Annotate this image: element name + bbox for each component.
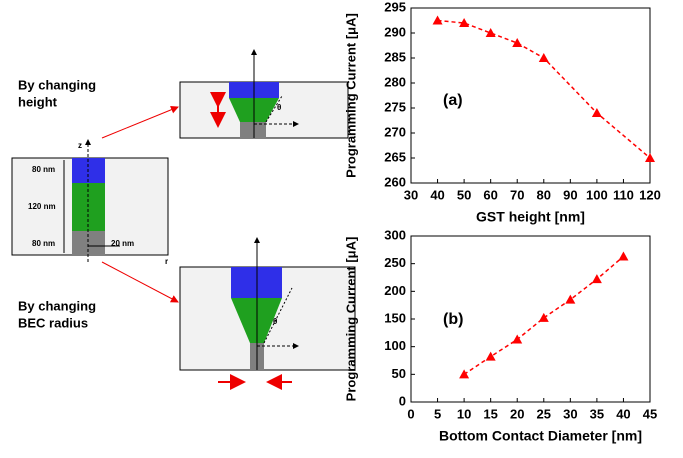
x-tick-label: 120: [639, 187, 661, 202]
point: [459, 18, 470, 27]
x-tick-label: 100: [586, 187, 608, 202]
x-tick-label: 80: [537, 187, 551, 202]
y-tick-label: 300: [384, 227, 406, 242]
x-tick-label: 60: [483, 187, 497, 202]
x-axis-label: GST height [nm]: [476, 209, 585, 225]
point: [565, 294, 576, 304]
dim: 80 nm: [32, 239, 55, 248]
chart: 260 265 270 275 280 285 290 295 30 40 50 60 70 80 90 10…: [343, 0, 660, 225]
dim: 120 nm: [28, 202, 56, 211]
theta: θ: [277, 103, 281, 112]
x-tick-label: 30: [404, 187, 418, 202]
x-tick-label: 50: [457, 187, 471, 202]
slope: [265, 95, 283, 123]
y-axis-label: Programming Current [μA]: [343, 13, 358, 178]
y-tick-label: 285: [384, 49, 406, 64]
x-tick-label: 10: [457, 406, 471, 421]
bec: [240, 122, 266, 138]
x-tick-label: 30: [563, 406, 577, 421]
x-tick-label: 45: [643, 406, 657, 421]
point: [459, 369, 470, 379]
point: [432, 15, 443, 25]
label: By changing: [18, 77, 96, 92]
x-tick-label: 40: [616, 406, 630, 421]
x-tick-label: 20: [510, 406, 524, 421]
annotation: (b): [443, 311, 463, 328]
axis: z: [78, 141, 82, 150]
plot-frame: [410, 7, 651, 184]
y-tick-label: 290: [384, 24, 406, 39]
axis: r: [165, 257, 168, 266]
point: [591, 274, 602, 284]
y-tick-label: 270: [384, 124, 406, 139]
y-tick-label: 200: [384, 283, 406, 298]
x-tick-label: 25: [537, 406, 551, 421]
point: [645, 153, 655, 162]
label: height: [18, 94, 58, 109]
x-tick-label: 40: [430, 187, 444, 202]
line: [437, 19, 651, 159]
y-tick-label: 260: [384, 174, 406, 189]
y-tick-label: 100: [384, 338, 406, 353]
x-tick-label: 110: [613, 187, 634, 202]
y-tick-label: 150: [384, 310, 406, 325]
theta: θ: [273, 317, 277, 326]
y-tick-label: 275: [384, 99, 406, 114]
arrow: [101, 105, 179, 139]
y-tick-label: 265: [384, 149, 406, 164]
label: By changing: [18, 298, 96, 313]
x-tick-label: 35: [590, 406, 604, 421]
x-tick-label: 90: [563, 187, 577, 202]
point: [538, 312, 549, 322]
diagram: By changing height By changing BEC radiu…: [11, 49, 356, 390]
annotation: (a): [443, 92, 463, 109]
y-tick-label: 280: [384, 74, 406, 89]
arrow: [101, 261, 179, 303]
dim: 20 nm: [111, 239, 134, 248]
y-tick-label: 50: [392, 366, 406, 381]
x-tick-label: 15: [483, 406, 497, 421]
point: [591, 108, 602, 117]
x-tick-label: 0: [407, 406, 414, 421]
x-axis-label: Bottom Contact Diameter [nm]: [439, 428, 642, 444]
y-tick-label: 250: [384, 255, 406, 270]
point: [485, 28, 496, 37]
x-tick-label: 5: [434, 406, 441, 421]
y-tick-label: 295: [384, 0, 406, 14]
point: [538, 53, 549, 62]
chart: 0 50 100 150 200 250 300 0 5 10 15 20 25 30 35 40 45Bott…: [343, 227, 657, 443]
dim: 80 nm: [32, 165, 55, 174]
y-axis-label: Programming Current [μA]: [343, 237, 358, 402]
y-tick-label: 0: [399, 393, 406, 408]
point: [512, 38, 523, 47]
point: [618, 251, 629, 261]
label: BEC radius: [18, 315, 88, 330]
point: [485, 351, 496, 361]
x-tick-label: 70: [510, 187, 524, 202]
point: [512, 334, 523, 344]
